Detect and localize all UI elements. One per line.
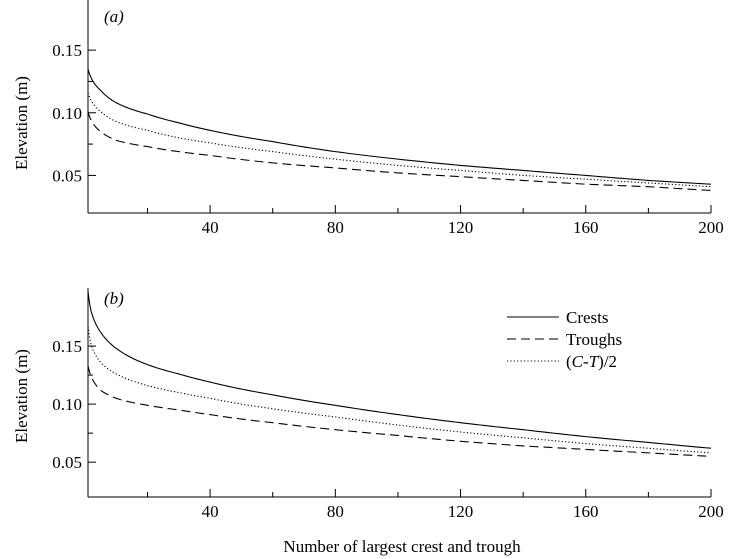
series-line-crests xyxy=(87,68,712,185)
panel-a-label: (a) xyxy=(104,7,124,26)
series-line-c-t-2 xyxy=(87,326,712,454)
series-line-c-t-2 xyxy=(87,92,712,188)
series-line-crests xyxy=(87,291,712,449)
x-tick-label: 160 xyxy=(573,218,599,237)
panel-b: 40 80 120 160 200 0.05 0.10 0.15 (b) Elevation … xyxy=(12,288,724,521)
panel-b-ylabel: Elevation (m) xyxy=(12,349,31,443)
x-tick-label: 120 xyxy=(448,502,474,521)
figure-xlabel: Number of largest crest and trough xyxy=(283,537,521,556)
legend: Crests Troughs (C-T)/2 xyxy=(507,308,622,371)
panel-a-plot: 40 80 120 160 200 0.05 0.10 0.15 xyxy=(52,0,724,237)
x-tick-label: 40 xyxy=(202,502,219,521)
x-tick-label: 200 xyxy=(698,502,724,521)
x-tick-label: 160 xyxy=(573,502,599,521)
x-tick-label: 80 xyxy=(327,218,344,237)
series-line-troughs xyxy=(87,111,712,191)
legend-label: Crests xyxy=(566,308,609,327)
x-tick-label: 120 xyxy=(448,218,474,237)
panel-a-ylabel: Elevation (m) xyxy=(12,76,31,170)
legend-label: Troughs xyxy=(566,330,622,349)
x-tick-label: 200 xyxy=(698,218,724,237)
x-tick-label: 80 xyxy=(327,502,344,521)
y-tick-label: 0.05 xyxy=(52,166,82,185)
y-tick-label: 0.15 xyxy=(52,41,82,60)
panel-b-label: (b) xyxy=(104,289,124,308)
legend-label: (C-T)/2 xyxy=(566,352,617,371)
y-tick-label: 0.10 xyxy=(52,104,82,123)
y-tick-label: 0.15 xyxy=(52,337,82,356)
series-line-troughs xyxy=(87,365,712,457)
y-tick-label: 0.10 xyxy=(52,395,82,414)
panel-a: 40 80 120 160 200 0.05 0.10 0.15 (a) Elevation … xyxy=(12,0,724,237)
y-tick-label: 0.05 xyxy=(52,453,82,472)
panel-b-plot: 40 80 120 160 200 0.05 0.10 0.15 xyxy=(52,288,724,521)
x-tick-label: 40 xyxy=(202,218,219,237)
